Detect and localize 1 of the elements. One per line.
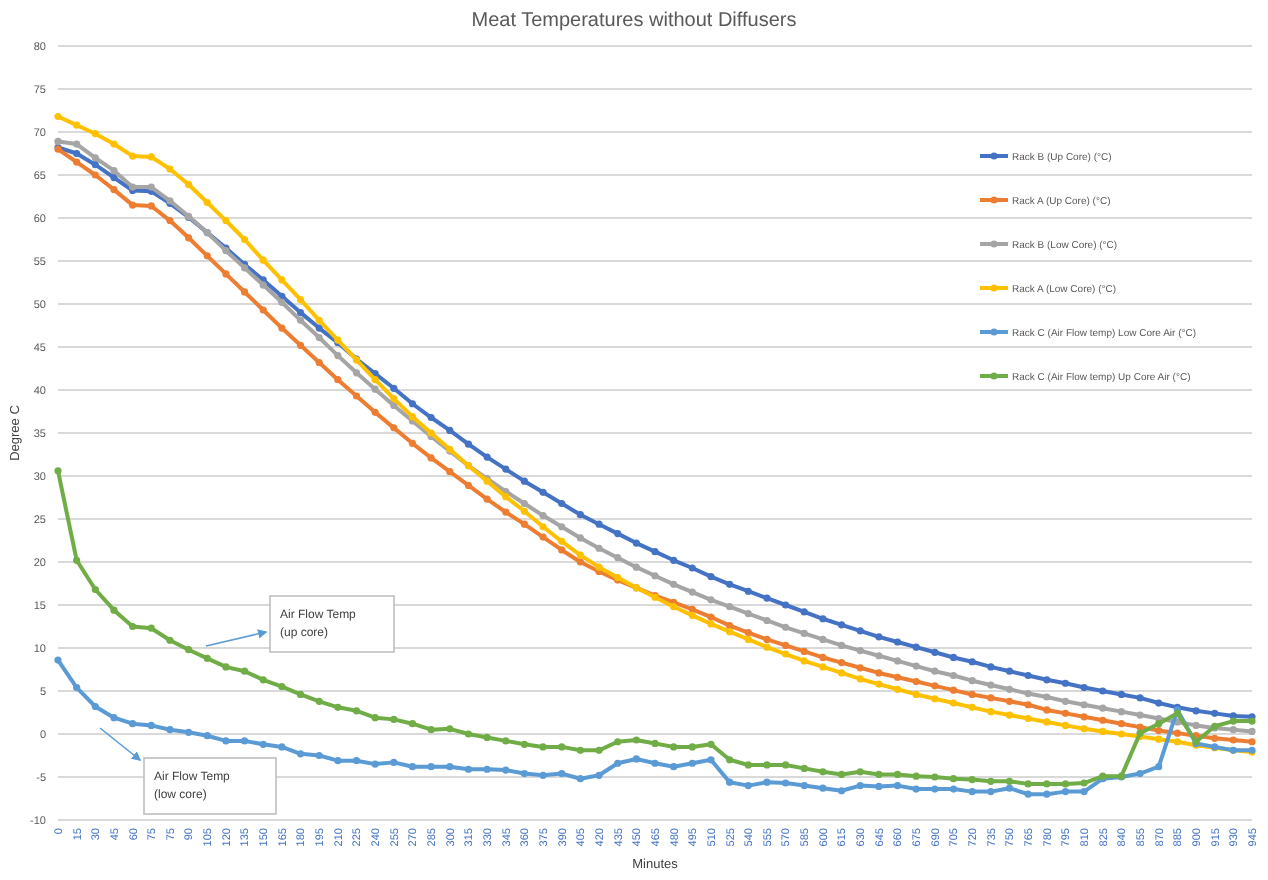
chart-title: Meat Temperatures without Diffusers (471, 10, 797, 32)
